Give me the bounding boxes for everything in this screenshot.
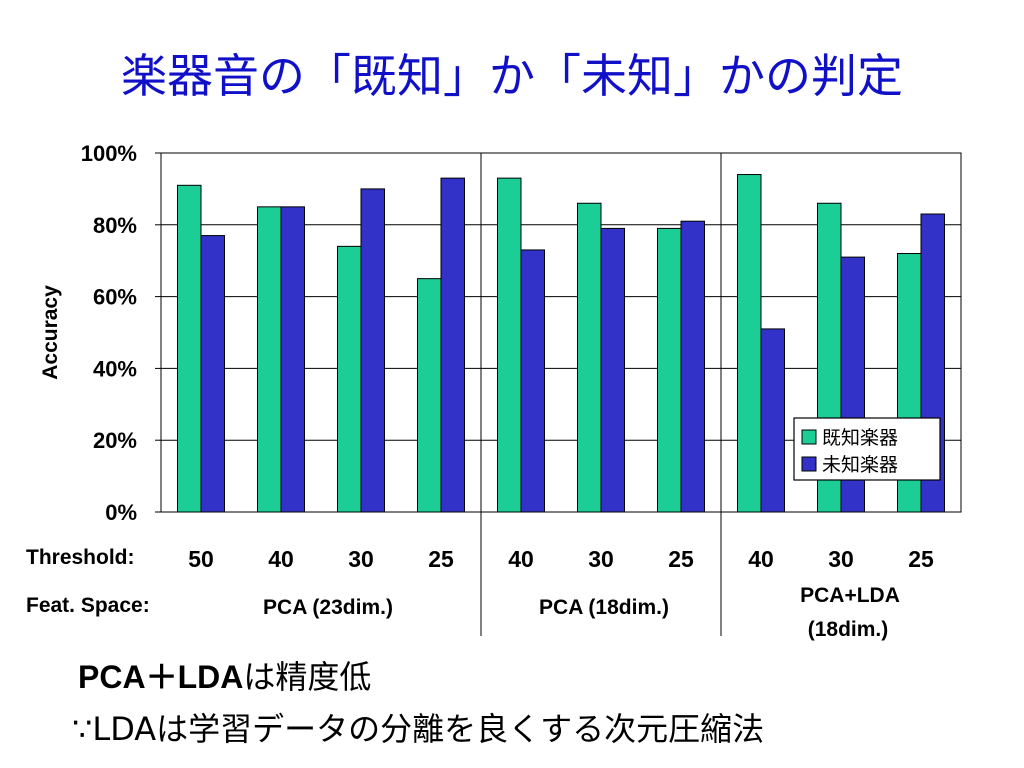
bar-known: [257, 206, 282, 513]
bar-unknown: [680, 220, 705, 513]
bar-unknown: [360, 188, 385, 513]
x-tick-label: 40: [748, 546, 774, 572]
y-tick-label: 80%: [93, 213, 137, 238]
feat-space-pca18: PCA (18dim.): [539, 596, 669, 619]
x-tick-label: 50: [188, 546, 214, 572]
feat-space-pca23: PCA (23dim.): [263, 596, 393, 619]
bar-unknown: [200, 235, 225, 513]
legend-swatch-unknown: [801, 456, 817, 472]
bar-known: [657, 227, 682, 513]
bar-unknown: [520, 249, 545, 513]
legend-label: 既知楽器: [822, 427, 898, 449]
bar-unknown: [440, 177, 465, 513]
legend-box: [793, 417, 941, 481]
feat-space-pcalda-line1: PCA+LDA: [800, 584, 900, 607]
bar-known: [737, 174, 762, 513]
bar-known: [177, 184, 202, 513]
x-tick-label: 40: [508, 546, 534, 572]
y-tick-label: 20%: [93, 428, 137, 453]
conclusion-method: PCA＋LDA: [78, 659, 244, 695]
reason-line: ∵LDAは学習データの分離を良くする次元圧縮法: [72, 710, 765, 748]
slide-title: 楽器音の「既知」か「未知」かの判定: [121, 49, 903, 103]
threshold-row-label: Threshold:: [26, 546, 135, 569]
x-tick-label: 25: [428, 546, 454, 572]
x-tick-label: 25: [668, 546, 694, 572]
legend-label: 未知楽器: [822, 454, 898, 476]
x-tick-label: 25: [908, 546, 934, 572]
x-tick-label: 30: [348, 546, 374, 572]
bar-unknown: [280, 206, 305, 513]
bar-known: [337, 245, 362, 513]
conclusion-line: PCA＋LDAは精度低: [78, 652, 371, 698]
feat-space-row-label: Feat. Space:: [26, 594, 150, 617]
bar-unknown: [760, 328, 785, 513]
y-axis-label: Accuracy: [39, 285, 62, 380]
x-tick-label: 30: [828, 546, 854, 572]
y-tick-label: 100%: [81, 141, 137, 166]
bar-known: [577, 202, 602, 513]
feat-space-pcalda-line2: (18dim.): [807, 618, 889, 641]
y-tick-label: 60%: [93, 285, 137, 310]
x-tick-label: 30: [588, 546, 614, 572]
bar-known: [497, 177, 522, 513]
x-tick-label: 40: [268, 546, 294, 572]
y-tick-label: 0%: [105, 500, 137, 525]
conclusion-text: は精度低: [243, 658, 372, 696]
bar-known: [417, 278, 442, 513]
bar-unknown: [600, 227, 625, 513]
y-tick-label: 40%: [93, 356, 137, 381]
legend-swatch-known: [801, 429, 817, 445]
